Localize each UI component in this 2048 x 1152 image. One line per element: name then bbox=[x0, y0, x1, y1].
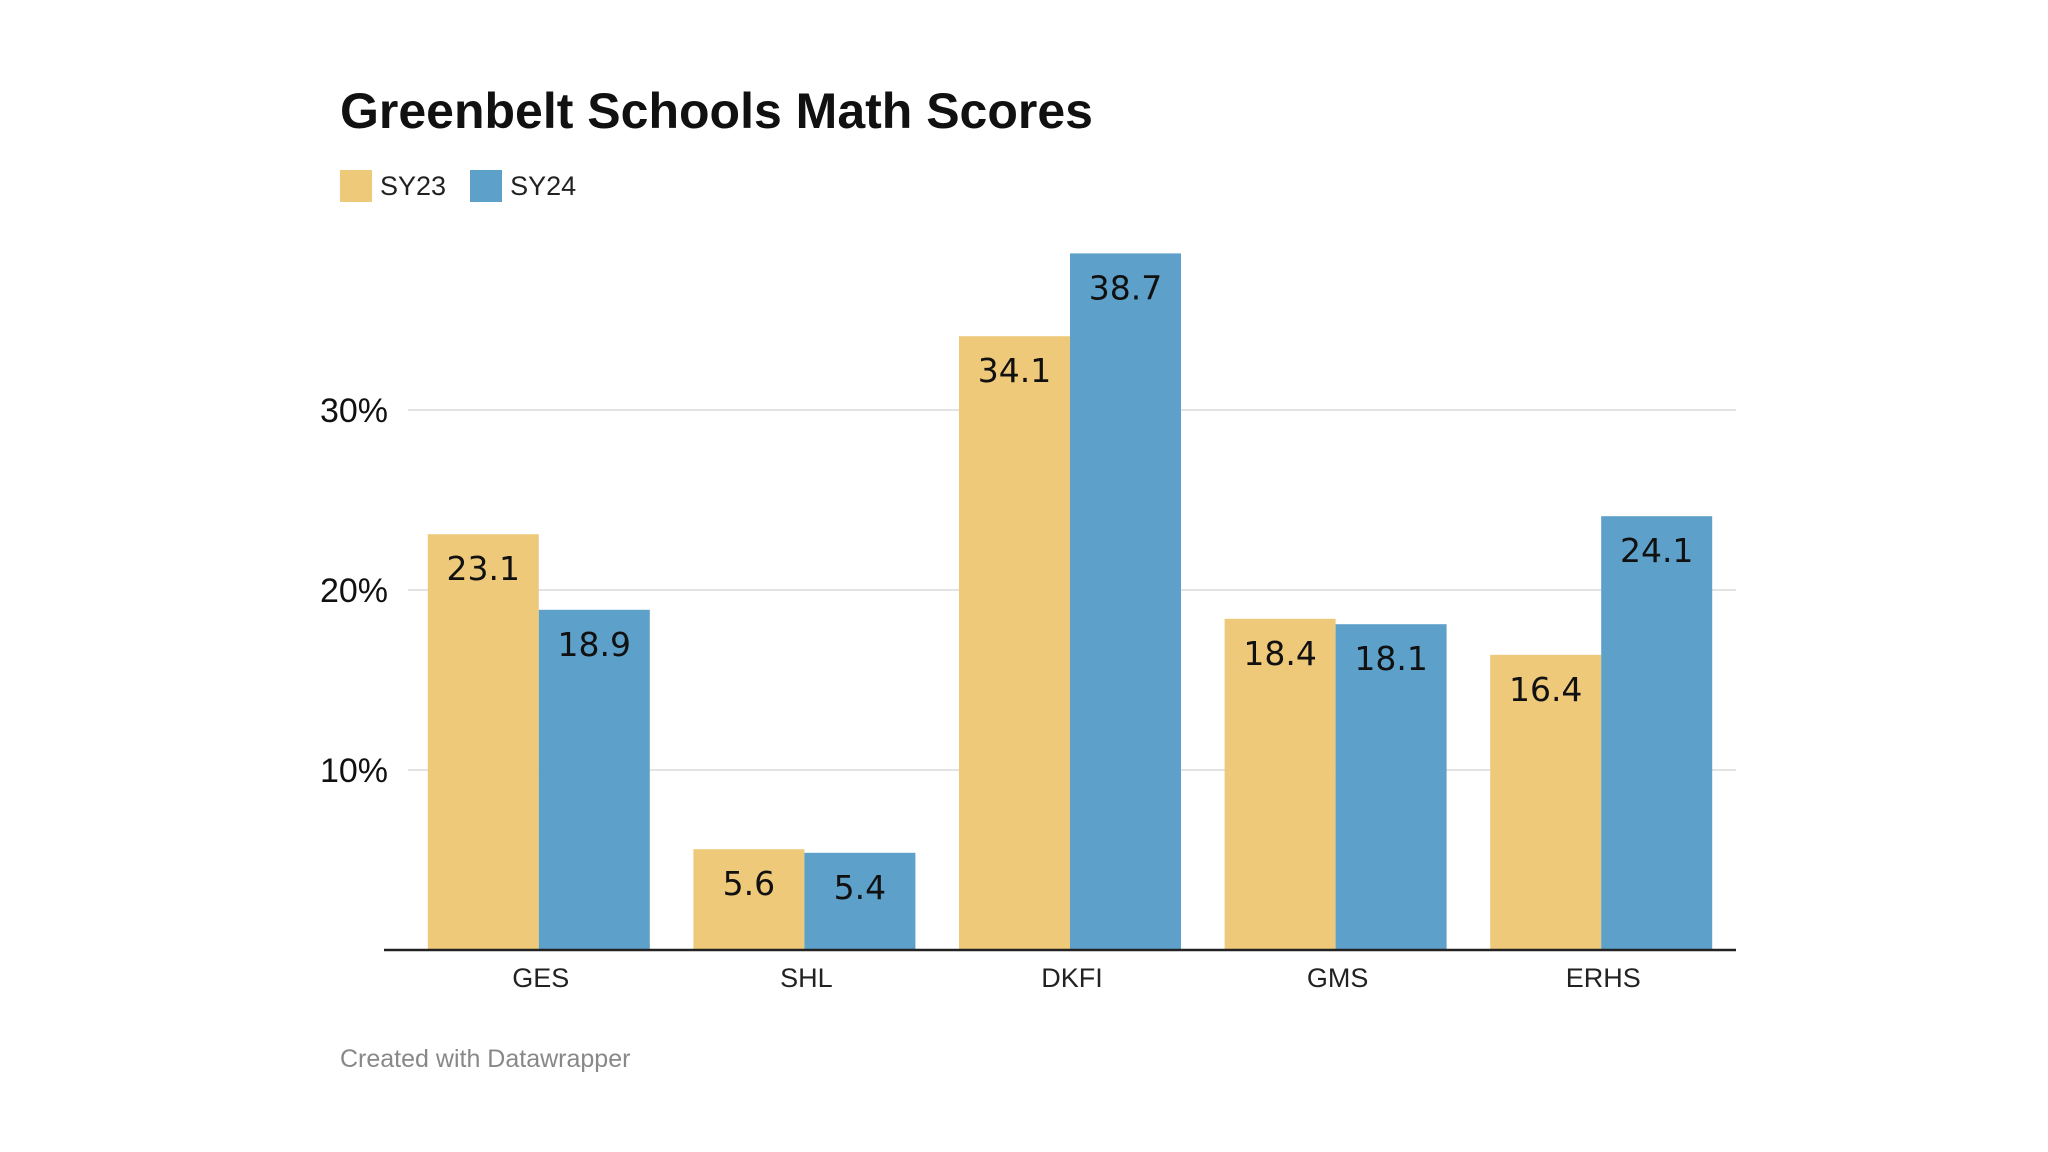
legend-label-sy24: SY24 bbox=[510, 170, 577, 201]
legend-label-sy23: SY23 bbox=[380, 170, 447, 201]
data-label: 24.1 bbox=[1620, 531, 1693, 570]
data-label: 18.9 bbox=[558, 625, 631, 664]
bar-sy23-ges bbox=[427, 534, 539, 950]
bar-sy23-erhs bbox=[1490, 654, 1602, 950]
bar-sy24-shl bbox=[804, 852, 916, 950]
bar-sy24-erhs bbox=[1601, 516, 1713, 950]
data-label: 16.4 bbox=[1509, 670, 1582, 709]
y-tick-label: 30% bbox=[320, 392, 388, 430]
x-tick-label: GES bbox=[512, 963, 569, 993]
bar-sy24-ges bbox=[538, 609, 650, 950]
x-tick-label: GMS bbox=[1307, 963, 1369, 993]
legend: SY23 SY24 bbox=[340, 170, 576, 202]
data-label: 34.1 bbox=[978, 351, 1051, 390]
bar-sy24-dkfi bbox=[1070, 253, 1181, 950]
footer-credit: Created with Datawrapper bbox=[340, 1045, 631, 1073]
bar-sy23-gms bbox=[1224, 618, 1336, 950]
legend-item-sy24: SY24 bbox=[470, 170, 576, 202]
data-label: 5.4 bbox=[834, 868, 886, 907]
y-tick-label: 10% bbox=[320, 752, 388, 790]
bar-sy23-shl bbox=[693, 849, 805, 950]
data-label: 5.6 bbox=[723, 864, 775, 903]
bar-sy23-dkfi bbox=[959, 336, 1070, 950]
x-tick-label: ERHS bbox=[1566, 963, 1641, 993]
x-tick-label: DKFI bbox=[1041, 963, 1103, 993]
legend-swatch-sy23 bbox=[340, 170, 372, 202]
chart-title: Greenbelt Schools Math Scores bbox=[340, 83, 1093, 139]
data-label: 23.1 bbox=[447, 549, 520, 588]
data-label: 18.1 bbox=[1354, 639, 1427, 678]
x-tick-label: SHL bbox=[780, 963, 833, 993]
data-label: 18.4 bbox=[1243, 634, 1316, 673]
legend-swatch-sy24 bbox=[470, 170, 503, 202]
legend-item-sy23: SY23 bbox=[340, 170, 446, 202]
y-tick-label: 20% bbox=[320, 572, 388, 610]
bar-sy24-gms bbox=[1335, 624, 1447, 950]
data-label: 38.7 bbox=[1089, 268, 1162, 307]
